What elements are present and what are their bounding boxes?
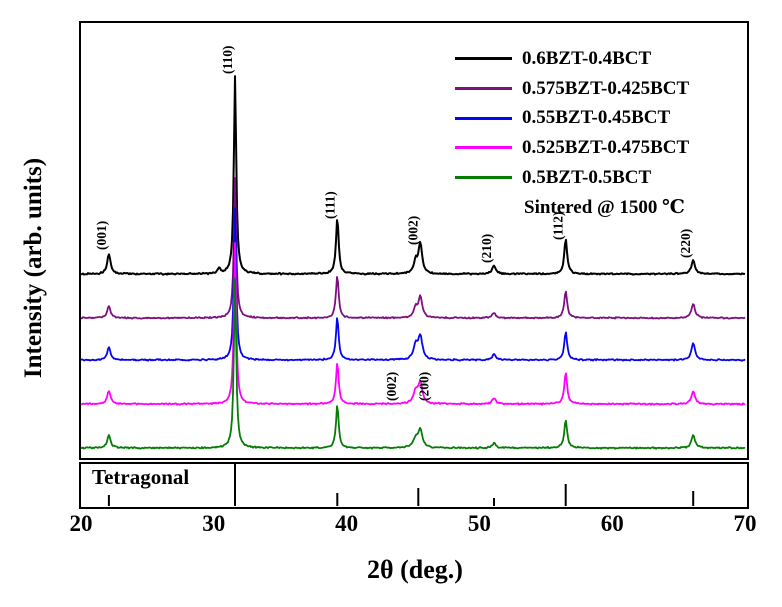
peak-label: (210): [479, 234, 494, 263]
sintered-note: Sintered @ 1500 ℃: [524, 197, 685, 218]
legend-label: 0.525BZT-0.475BCT: [522, 136, 690, 158]
legend-item: 0.6BZT-0.4BCT: [455, 44, 755, 74]
xrd-curve-0.525BZT-0.475BCT: [80, 242, 746, 406]
x-tick-label: 60: [600, 511, 624, 536]
legend-label: 0.5BZT-0.5BCT: [522, 166, 652, 188]
legend-line-swatch: [455, 87, 512, 91]
legend-label: 0.575BZT-0.425BCT: [522, 77, 690, 99]
peak-label: (001): [94, 221, 109, 250]
peak-label: (112): [551, 212, 566, 241]
legend: 0.6BZT-0.4BCT 0.575BZT-0.425BCT 0.55BZT-0.…: [455, 44, 755, 192]
x-tick-label: 40: [335, 511, 359, 536]
x-axis-title: 2θ (deg.): [367, 555, 463, 584]
legend-item: 0.55BZT-0.45BCT: [455, 103, 755, 133]
y-axis-title: Intensity (arb. units): [20, 157, 47, 379]
xrd-curve-0.55BZT-0.45BCT: [80, 207, 746, 362]
xrd-curve-0.5BZT-0.5BCT: [80, 277, 746, 450]
x-tick-label: 20: [69, 511, 93, 536]
xrd-curve-0.6BZT-0.4BCT: [80, 75, 746, 276]
legend-line-swatch: [455, 57, 512, 61]
legend-item: 0.575BZT-0.425BCT: [455, 74, 755, 104]
xrd-curve-0.575BZT-0.425BCT: [81, 177, 746, 320]
x-tick-label: 50: [467, 511, 491, 536]
legend-item: 0.5BZT-0.5BCT: [455, 163, 755, 193]
peak-label: (110): [220, 46, 235, 75]
split-peak-label: (002): [384, 372, 399, 401]
legend-line-swatch: [455, 176, 512, 180]
tetragonal-label: Tetragonal: [92, 465, 190, 489]
peak-label: (111): [322, 191, 337, 219]
x-tick-label: 30: [202, 511, 226, 536]
split-peak-label: (200): [417, 372, 432, 401]
legend-label: 0.6BZT-0.4BCT: [522, 47, 652, 69]
reference-panel: [79, 462, 749, 509]
legend-line-swatch: [455, 146, 512, 150]
peak-label: (002): [405, 216, 420, 245]
plot-area: [79, 21, 749, 460]
legend-label: 0.55BZT-0.45BCT: [522, 107, 671, 129]
peak-label: (220): [678, 229, 693, 258]
x-tick-label: 70: [733, 511, 757, 536]
legend-line-swatch: [455, 116, 512, 120]
legend-item: 0.525BZT-0.475BCT: [455, 133, 755, 163]
